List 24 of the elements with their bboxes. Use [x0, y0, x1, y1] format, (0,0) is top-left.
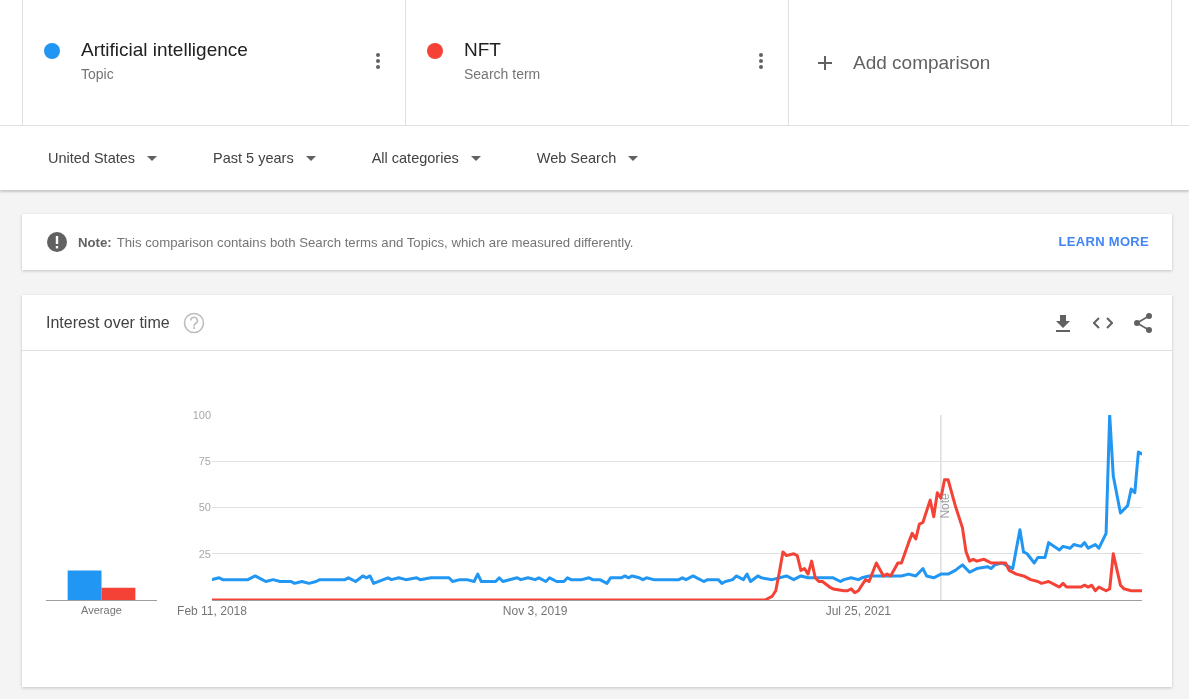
legend-label: NFT	[464, 39, 501, 61]
line-series	[212, 415, 1142, 585]
y-tick-label: 50	[198, 501, 211, 514]
chart-title: Interest over time	[46, 313, 170, 332]
text: Note:	[78, 234, 112, 250]
legend-label: Artificial intelligence	[81, 39, 248, 61]
y-tick-label: 100	[192, 408, 211, 421]
text: LEARN MORE	[1058, 234, 1149, 250]
text: United States	[48, 150, 136, 166]
line-series	[212, 478, 1142, 600]
x-tick-label: Nov 3, 2019	[502, 604, 568, 619]
text: Add comparison	[853, 52, 991, 74]
text: Topic	[81, 66, 114, 82]
text: Search term	[464, 66, 541, 82]
ref-line-label: Note	[938, 492, 953, 519]
y-tick-label: 75	[198, 455, 211, 468]
text: Web Search	[536, 150, 617, 166]
y-tick-label: 25	[198, 547, 211, 560]
x-tick-label: Feb 11, 2018	[177, 604, 248, 619]
x-tick-label: Jul 25, 2021	[825, 604, 892, 619]
text: All categories	[371, 150, 459, 166]
x-tick-label: Average	[81, 604, 122, 617]
text: Past 5 years	[213, 150, 294, 166]
text: This comparison contains both Search terms and Topics, which are measured differently.	[116, 234, 634, 250]
